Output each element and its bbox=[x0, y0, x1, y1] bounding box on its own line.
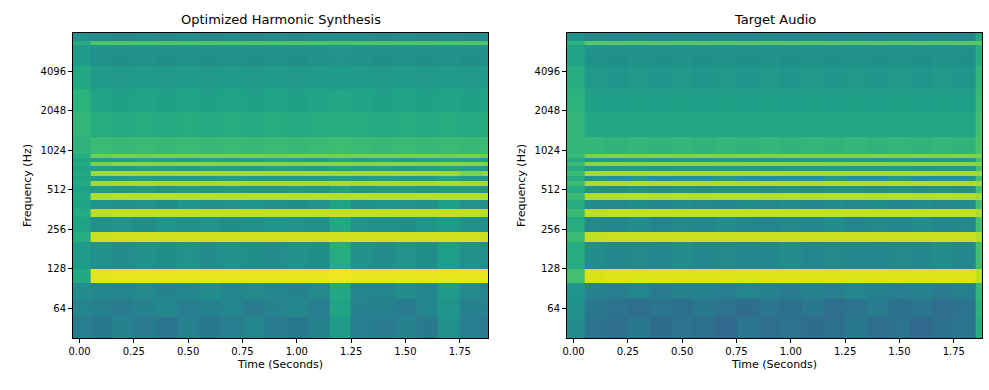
svg-text:64: 64 bbox=[547, 303, 560, 314]
svg-text:512: 512 bbox=[541, 184, 560, 195]
svg-text:1.50: 1.50 bbox=[888, 346, 910, 357]
svg-text:1024: 1024 bbox=[535, 145, 560, 156]
svg-text:Frequency (Hz): Frequency (Hz) bbox=[21, 144, 34, 227]
svg-text:Target Audio: Target Audio bbox=[734, 12, 816, 27]
svg-text:1.75: 1.75 bbox=[449, 346, 471, 357]
svg-text:0.25: 0.25 bbox=[617, 346, 639, 357]
svg-text:1.00: 1.00 bbox=[286, 346, 308, 357]
svg-text:Time (Seconds): Time (Seconds) bbox=[731, 358, 817, 371]
svg-text:1.00: 1.00 bbox=[780, 346, 802, 357]
svg-text:1.25: 1.25 bbox=[834, 346, 856, 357]
svg-text:128: 128 bbox=[541, 263, 560, 274]
svg-text:1.75: 1.75 bbox=[943, 346, 965, 357]
svg-text:256: 256 bbox=[47, 224, 66, 235]
svg-text:0.00: 0.00 bbox=[68, 346, 90, 357]
svg-text:256: 256 bbox=[541, 224, 560, 235]
svg-text:0.50: 0.50 bbox=[177, 346, 199, 357]
svg-text:1.50: 1.50 bbox=[394, 346, 416, 357]
svg-text:4096: 4096 bbox=[41, 66, 66, 77]
svg-text:0.75: 0.75 bbox=[231, 346, 253, 357]
svg-text:Optimized Harmonic Synthesis: Optimized Harmonic Synthesis bbox=[181, 12, 381, 27]
svg-text:128: 128 bbox=[47, 263, 66, 274]
svg-text:0.00: 0.00 bbox=[562, 346, 584, 357]
svg-text:1024: 1024 bbox=[41, 145, 66, 156]
svg-text:0.50: 0.50 bbox=[671, 346, 693, 357]
svg-text:2048: 2048 bbox=[535, 105, 560, 116]
svg-text:Frequency (Hz): Frequency (Hz) bbox=[515, 144, 528, 227]
svg-text:0.25: 0.25 bbox=[123, 346, 145, 357]
svg-text:512: 512 bbox=[47, 184, 66, 195]
svg-text:64: 64 bbox=[53, 303, 66, 314]
svg-text:4096: 4096 bbox=[535, 66, 560, 77]
svg-text:Time (Seconds): Time (Seconds) bbox=[237, 358, 323, 371]
svg-text:1.25: 1.25 bbox=[340, 346, 362, 357]
svg-text:0.75: 0.75 bbox=[725, 346, 747, 357]
svg-text:2048: 2048 bbox=[41, 105, 66, 116]
